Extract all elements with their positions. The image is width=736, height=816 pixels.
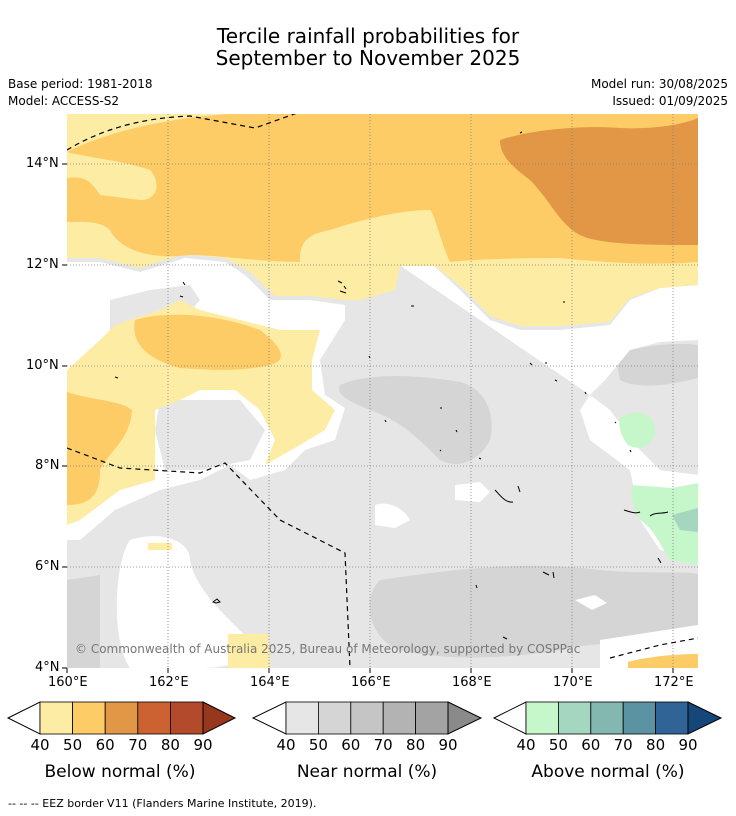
colorbar-segment	[72, 701, 106, 735]
near-normal-60-region	[369, 565, 698, 658]
lon-label-164e: 164°E	[250, 675, 290, 690]
near-normal-50-region	[110, 285, 200, 330]
colorbar-high-extension	[202, 701, 237, 735]
colorbar-low-extension	[492, 701, 527, 735]
colorbar-tick-label: 70	[373, 736, 393, 754]
eez-border	[67, 114, 698, 668]
lon-label-168e: 168°E	[452, 675, 492, 690]
above-normal-50-region	[631, 483, 698, 565]
colorbar-segment	[285, 701, 319, 735]
near-normal-60-region	[615, 343, 698, 386]
colorbar-segment	[622, 701, 657, 735]
lon-label-166e: 166°E	[351, 675, 391, 690]
colorbar-tick-label: 40	[276, 736, 296, 754]
white-region	[395, 262, 698, 560]
colorbar-segment	[558, 701, 592, 735]
below-normal-colorbar	[6, 701, 237, 735]
colorbar-low-extension	[251, 701, 287, 735]
white-region	[375, 503, 410, 528]
colorbar-tick-label: 40	[516, 736, 536, 754]
below-normal-70-region	[500, 118, 698, 245]
lon-label-162e: 162°E	[149, 675, 189, 690]
lat-label-6n: 6°N	[35, 559, 60, 574]
colorbar-tick-label: 90	[438, 736, 458, 754]
copyright-notice: © Commonwealth of Australia 2025, Bureau…	[75, 642, 580, 656]
below-normal-60-region	[628, 654, 698, 668]
colorbar-tick-label: 80	[406, 736, 426, 754]
colorbar-tick-label: 50	[308, 736, 328, 754]
below-normal-50-region	[148, 543, 172, 550]
near-normal-50-region	[155, 400, 265, 470]
colorbar-high-extension	[687, 701, 723, 735]
colorbar-segment	[104, 701, 139, 735]
colorbar-tick-label: 60	[95, 736, 115, 754]
colorbar-tick-label: 70	[613, 736, 633, 754]
issued-date: Issued: 01/09/2025	[612, 94, 728, 108]
colorbar-low-extension	[6, 701, 41, 735]
colorbar-tick-label: 40	[30, 736, 50, 754]
axis-ticks	[62, 163, 674, 673]
base-period: Base period: 1981-2018	[8, 77, 153, 91]
lon-label-170e: 170°E	[553, 675, 593, 690]
graticule	[67, 114, 698, 668]
lat-label-8n: 8°N	[35, 458, 60, 473]
colorbar-segment	[317, 701, 352, 735]
colorbar-segment	[350, 701, 384, 735]
colorbar-segment	[415, 701, 449, 735]
lon-label-160e: 160°E	[48, 675, 88, 690]
colorbar-tick-label: 60	[341, 736, 361, 754]
lat-label-10n: 10°N	[26, 358, 59, 373]
below-normal-title: Below normal (%)	[44, 762, 196, 782]
colorbar-tick-label: 80	[160, 736, 180, 754]
above-normal-60-region	[672, 508, 698, 532]
near-normal-60-region	[339, 376, 492, 464]
colorbar-tick-label: 90	[678, 736, 698, 754]
below-normal-60-region	[67, 152, 157, 200]
lat-label-4n: 4°N	[35, 660, 60, 675]
colorbar-segment	[137, 701, 171, 735]
lon-label-172e: 172°E	[654, 675, 694, 690]
model-name: Model: ACCESS-S2	[8, 94, 120, 108]
model-run: Model run: 30/08/2025	[590, 77, 728, 91]
eez-footnote: -- -- -- EEZ border V11 (Flanders Marine…	[8, 797, 317, 810]
colorbar-segment	[655, 701, 689, 735]
colorbar-high-extension	[447, 701, 483, 735]
colorbar-tick-label: 70	[128, 736, 148, 754]
colorbar-segment	[382, 701, 417, 735]
colorbar-tick-label: 80	[646, 736, 666, 754]
above-normal-colorbar	[492, 701, 723, 735]
below-normal-60-region	[67, 392, 132, 505]
colorbar-tick-label: 50	[63, 736, 83, 754]
map-plot-area: © Commonwealth of Australia 2025, Bureau…	[67, 114, 698, 668]
lat-label-14n: 14°N	[26, 156, 59, 171]
below-normal-50-region	[228, 634, 270, 668]
below-normal-60-region	[134, 314, 281, 370]
near-normal-title: Near normal (%)	[296, 762, 438, 782]
colorbar-segment	[39, 701, 73, 735]
above-normal-50-region	[619, 412, 655, 448]
near-normal-60-region	[67, 575, 100, 668]
lat-label-12n: 12°N	[26, 257, 59, 272]
colorbar-segment	[525, 701, 559, 735]
map-title-line1: Tercile rainfall probabilities for	[216, 24, 520, 48]
colorbar-tick-label: 90	[193, 736, 213, 754]
colorbar-tick-label: 60	[581, 736, 601, 754]
colorbar-segment	[169, 701, 204, 735]
colorbar-tick-label: 50	[548, 736, 568, 754]
white-region	[116, 536, 252, 668]
near-normal-colorbar	[251, 701, 483, 735]
above-normal-title: Above normal (%)	[531, 762, 685, 782]
white-region	[575, 595, 607, 610]
map-title-line2: September to November 2025	[215, 46, 521, 70]
islands	[114, 131, 669, 640]
colorbar-segment	[590, 701, 624, 735]
white-region	[455, 482, 490, 502]
